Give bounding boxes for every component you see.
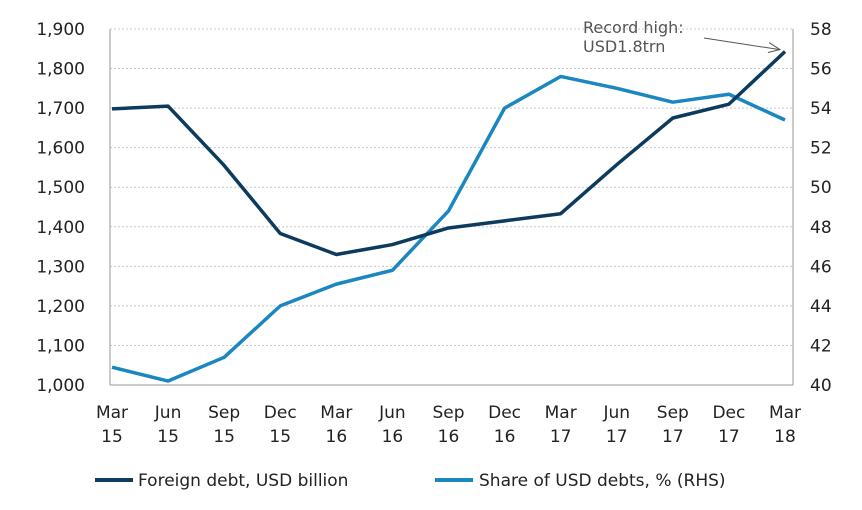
x-tick-label-year: 15 — [101, 427, 123, 447]
y-left-tick-label: 1,100 — [36, 336, 85, 356]
x-tick-label-year: 15 — [269, 427, 291, 447]
y-right-tick-label: 44 — [810, 297, 832, 317]
x-tick-label-year: 16 — [438, 427, 460, 447]
legend-label-usd-share: Share of USD debts, % (RHS) — [479, 471, 726, 491]
y-left-tick-label: 1,200 — [36, 297, 85, 317]
y-left-tick-label: 1,600 — [36, 139, 85, 159]
x-tick-label-year: 16 — [326, 427, 348, 447]
x-tick-label-month: Jun — [602, 403, 630, 423]
legend-label-foreign-debt: Foreign debt, USD billion — [138, 471, 348, 491]
x-tick-label-year: 17 — [718, 427, 740, 447]
y-right-tick-label: 52 — [810, 139, 832, 159]
y-left-tick-label: 1,000 — [36, 376, 85, 396]
y-right-tick-label: 40 — [810, 376, 832, 396]
annotation-arrow — [703, 37, 780, 51]
x-tick-label-year: 16 — [382, 427, 404, 447]
series-line-foreign-debt — [111, 50, 787, 257]
y-right-tick-label: 46 — [810, 257, 832, 277]
y-left-tick-label: 1,400 — [36, 218, 85, 238]
x-tick-label-year: 16 — [494, 427, 516, 447]
x-tick-label-month: Mar — [769, 403, 801, 423]
x-tick-label-year: 18 — [774, 427, 796, 447]
x-tick-label-month: Dec — [488, 403, 521, 423]
x-tick-label-month: Dec — [264, 403, 297, 423]
x-tick-label-month: Sep — [208, 403, 240, 423]
y-right-tick-label: 54 — [810, 99, 832, 119]
x-tick-label-month: Jun — [154, 403, 182, 423]
y-right-tick-label: 56 — [810, 60, 832, 80]
x-tick-label-year: 15 — [157, 427, 179, 447]
x-tick-label-month: Sep — [432, 403, 464, 423]
y-right-tick-label: 50 — [810, 178, 832, 198]
y-left-tick-label: 1,500 — [36, 178, 85, 198]
x-tick-label-month: Sep — [657, 403, 689, 423]
y-right-tick-label: 48 — [810, 218, 832, 238]
x-tick-label-year: 17 — [606, 427, 628, 447]
x-tick-label-month: Dec — [712, 403, 745, 423]
x-tick-label-year: 15 — [213, 427, 235, 447]
y-left-tick-label: 1,800 — [36, 60, 85, 80]
x-tick-label-month: Mar — [545, 403, 577, 423]
series-line-usd-share — [111, 74, 786, 383]
x-tick-label-month: Mar — [96, 403, 128, 423]
x-tick-label-year: 17 — [662, 427, 684, 447]
x-tick-label-year: 17 — [550, 427, 572, 447]
x-tick-label-month: Mar — [320, 403, 352, 423]
y-left-tick-label: 1,700 — [36, 99, 85, 119]
y-right-tick-label: 42 — [810, 336, 832, 356]
y-left-tick-label: 1,900 — [36, 20, 85, 40]
y-right-tick-label: 58 — [810, 20, 832, 40]
annotation-arrowhead — [767, 42, 782, 54]
annotation-line: Record high: — [583, 18, 684, 37]
annotation-line: USD1.8trn — [583, 37, 665, 56]
x-tick-label-month: Jun — [378, 403, 406, 423]
y-left-tick-label: 1,300 — [36, 257, 85, 277]
